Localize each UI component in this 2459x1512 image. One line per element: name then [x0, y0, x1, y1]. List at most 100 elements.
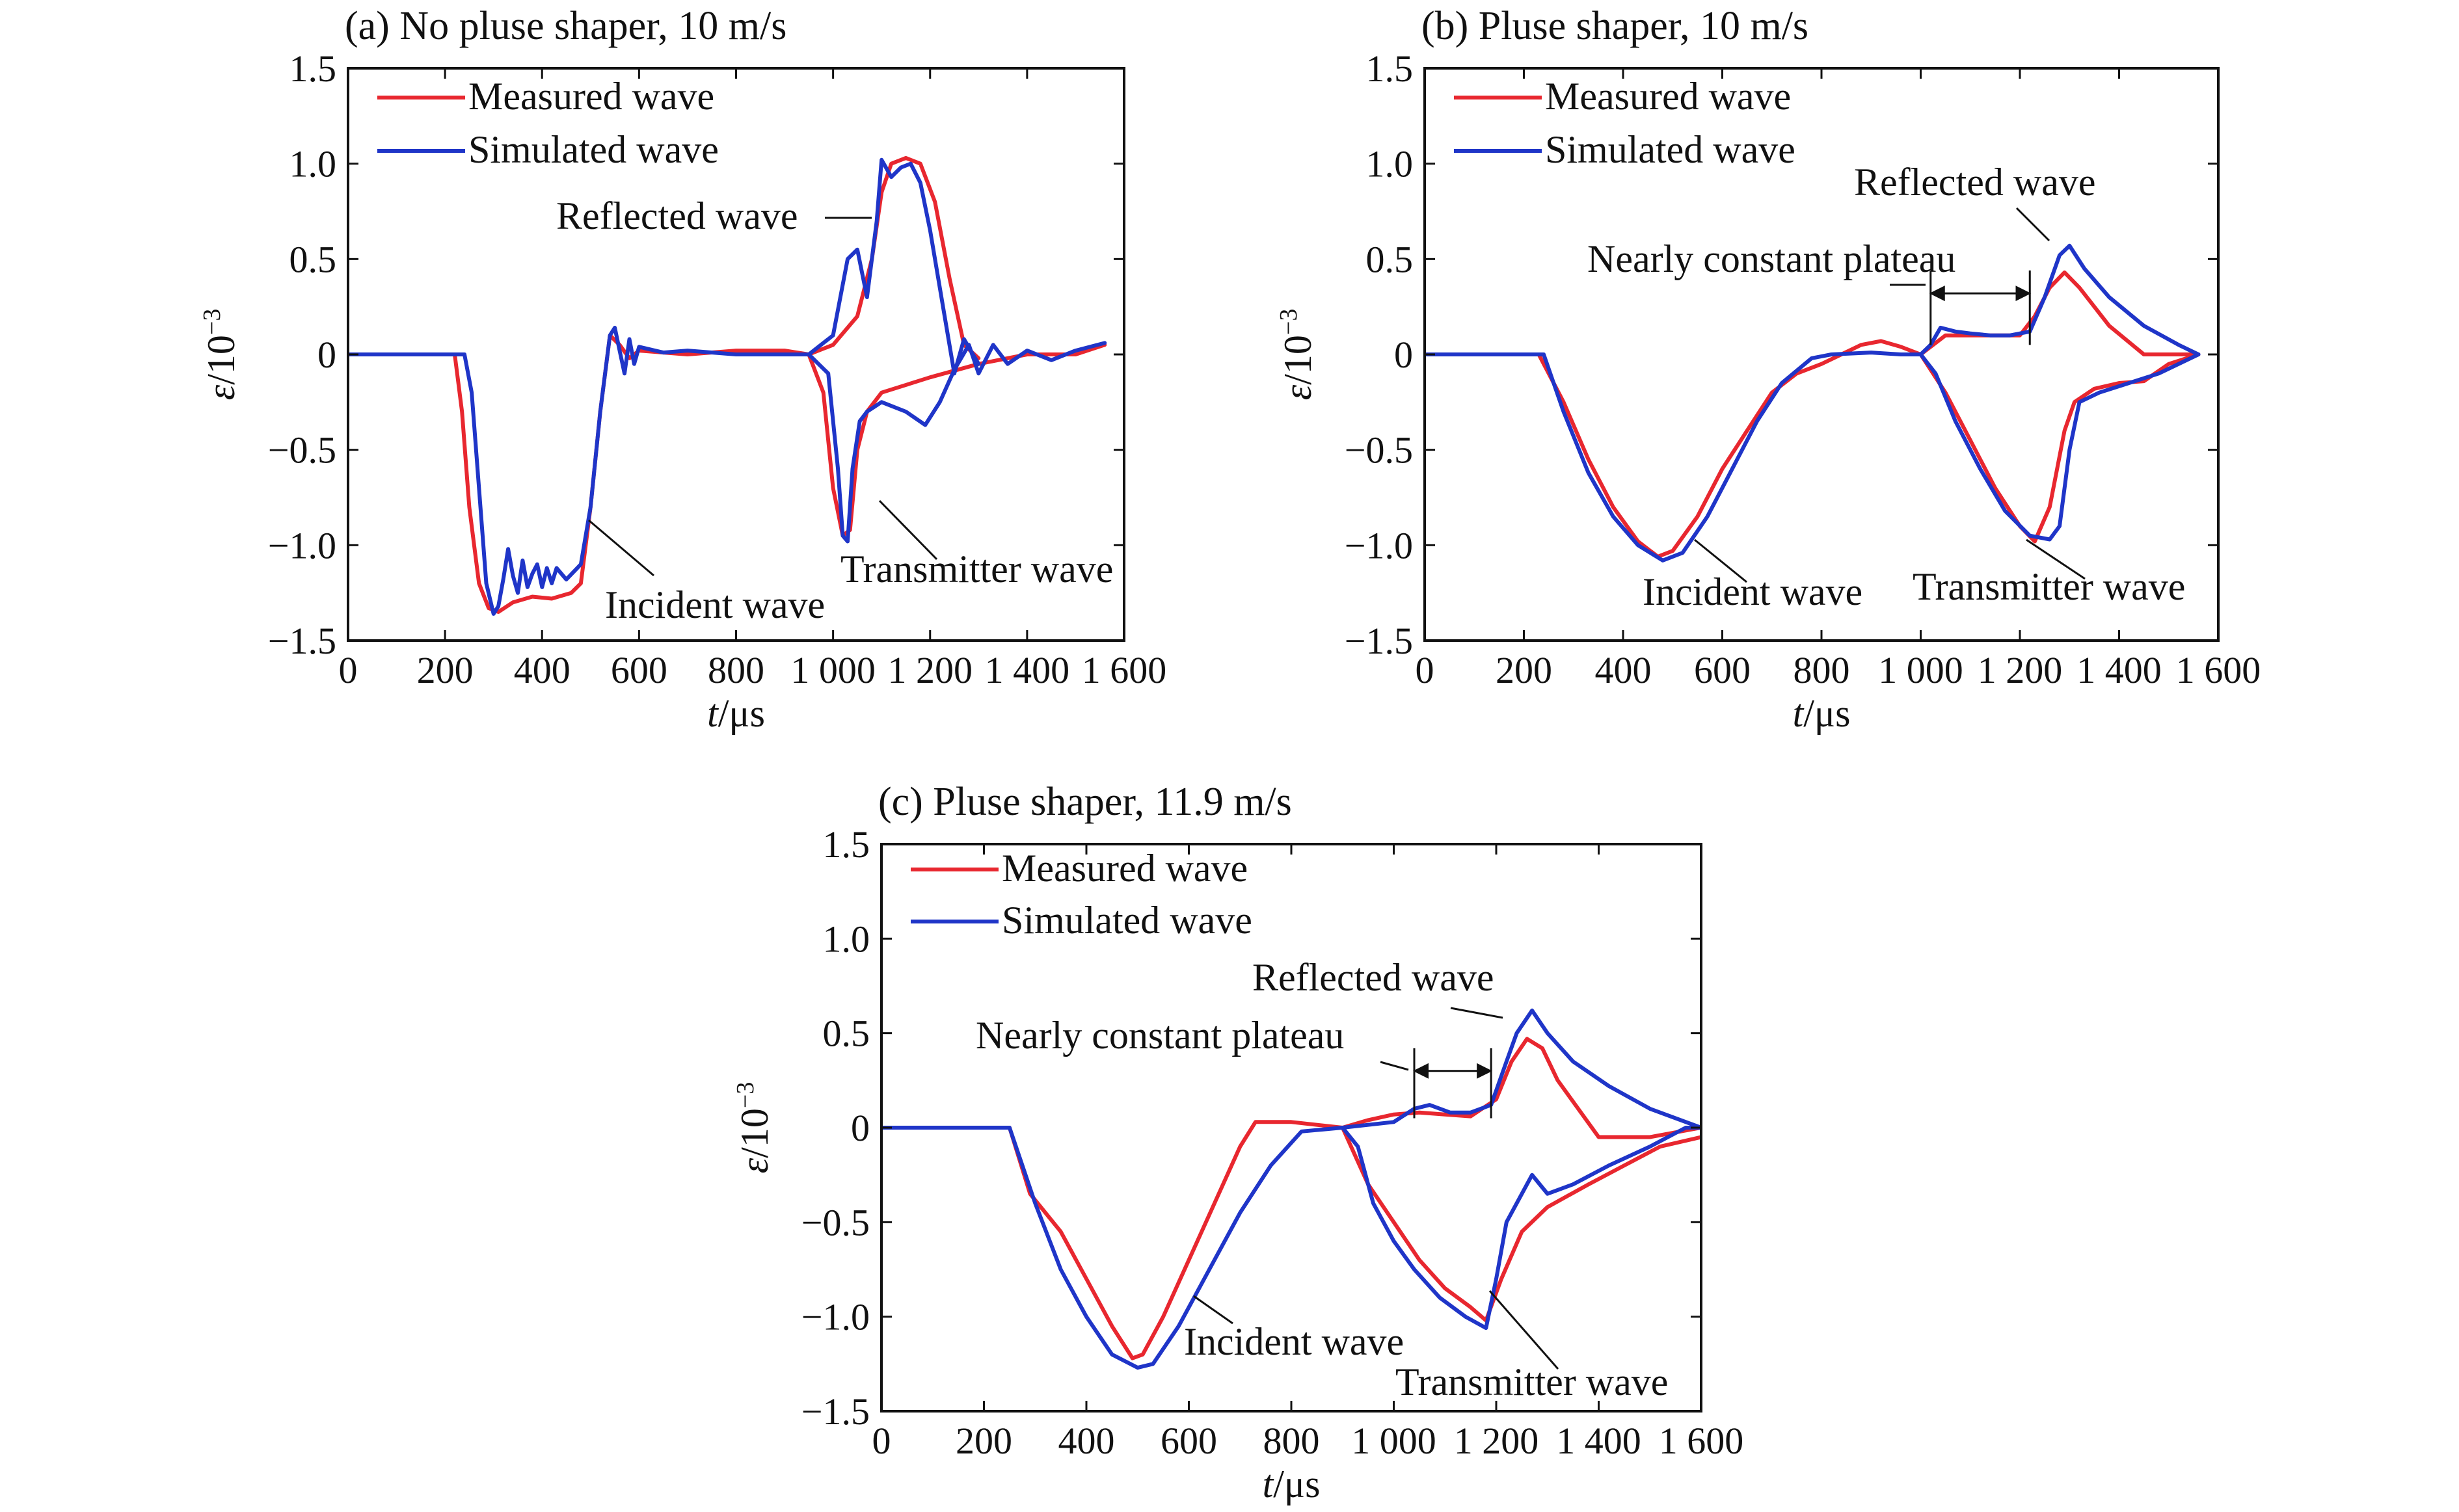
series-line-3 — [1340, 1008, 1701, 1130]
x-tick-label: 800 — [1794, 649, 1850, 691]
y-tick-label: 1.0 — [1366, 143, 1414, 185]
x-tick-label: 1 200 — [1454, 1420, 1539, 1462]
annotation: Nearly constant plateau — [1587, 237, 1955, 286]
x-tick-label: 400 — [1058, 1420, 1115, 1462]
series-line-2 — [1918, 352, 2201, 542]
annotation: Reflected wave — [1854, 161, 2095, 242]
x-axis-title: t/μs — [1793, 692, 1851, 735]
series-line-2 — [1340, 1126, 1701, 1331]
y-axis-title: ε/10−3 — [732, 1082, 776, 1174]
series-line-3 — [1340, 1037, 1701, 1139]
annotation-leader — [2026, 538, 2086, 580]
y-tick-label: −1.5 — [268, 620, 336, 662]
x-tick-label: 200 — [1496, 649, 1552, 691]
annotation-leader — [1450, 1007, 1503, 1019]
y-tick-label: 0.5 — [289, 238, 337, 280]
annotation-leader — [588, 519, 654, 577]
legend: Measured wave Simulated wave — [377, 75, 719, 171]
series-line-1 — [1425, 339, 1923, 559]
legend-label: Simulated wave — [468, 128, 719, 171]
annotation-leader — [878, 499, 938, 561]
panel-title: (c) Pluse shaper, 11.9 m/s — [878, 780, 1292, 824]
y-tick-label: 1.5 — [823, 823, 870, 866]
y-tick-label: −0.5 — [801, 1201, 870, 1243]
annotation-label: Incident wave — [1643, 570, 1862, 613]
chart-panel-1: (a) No pluse shaper, 10 m/s 0 200 400 600 800… — [198, 4, 1166, 735]
y-tick-label: −1.5 — [801, 1390, 870, 1433]
y-tick-label: −0.5 — [1345, 429, 1413, 471]
legend-label: Simulated wave — [1545, 128, 1795, 171]
x-axis-title: t/μs — [707, 692, 765, 735]
series-simulated — [881, 1008, 1701, 1370]
series-measured — [881, 1037, 1701, 1360]
y-tick-label: 0.5 — [1366, 238, 1414, 280]
panel-title: (b) Pluse shaper, 10 m/s — [1421, 4, 1808, 48]
x-tick-label: 1 400 — [2076, 649, 2162, 691]
annotation: Nearly constant plateau — [976, 1014, 1409, 1071]
y-tick-label: 0.5 — [823, 1013, 870, 1055]
x-tick-label: 600 — [1694, 649, 1751, 691]
x-tick-label: 1 400 — [985, 649, 1070, 691]
y-tick-label: −1.5 — [1345, 620, 1413, 662]
series-line-3 — [1918, 243, 2201, 356]
annotation: Incident wave — [1643, 538, 1862, 613]
annotation: Reflected wave — [556, 194, 872, 237]
x-tick-label: 600 — [611, 649, 667, 691]
x-tick-label: 1 600 — [1082, 649, 1167, 691]
annotation-label: Nearly constant plateau — [1587, 237, 1955, 280]
series-line-3 — [807, 157, 981, 376]
y-tick-label: 1.0 — [823, 918, 870, 960]
x-tick-label: 200 — [956, 1420, 1012, 1462]
series-line-1 — [348, 325, 811, 616]
annotation: Transmitter wave — [1395, 1290, 1668, 1403]
legend-label: Measured wave — [1002, 847, 1248, 890]
x-tick-label: 0 — [872, 1420, 891, 1462]
annotation-leader — [1193, 1295, 1233, 1325]
annotation-label: Reflected wave — [556, 194, 798, 237]
panel-title: (a) No pluse shaper, 10 m/s — [345, 4, 786, 48]
annotation: Incident wave — [1184, 1295, 1404, 1363]
y-tick-label: −0.5 — [268, 429, 336, 471]
series-line-3 — [1918, 270, 2201, 356]
annotation: Incident wave — [588, 519, 825, 626]
x-tick-label: 800 — [708, 649, 764, 691]
annotation-leader — [2015, 207, 2050, 242]
chart-panel-2: (b) Pluse shaper, 10 m/s 0 200 400 600 800 1 0… — [1275, 4, 2261, 735]
annotation-label: Nearly constant plateau — [976, 1014, 1344, 1057]
legend: Measured wave Simulated wave — [911, 847, 1252, 942]
series-line-1 — [1425, 351, 1923, 563]
annotation: Transmitter wave — [1913, 538, 2185, 608]
legend-label: Measured wave — [1545, 75, 1791, 118]
y-tick-label: −1.0 — [268, 524, 336, 566]
annotation-label: Reflected wave — [1854, 161, 2095, 204]
x-tick-label: 1 600 — [2176, 649, 2261, 691]
annotation-label: Incident wave — [605, 583, 825, 626]
annotation-leader — [1380, 1061, 1409, 1071]
x-tick-label: 800 — [1263, 1420, 1320, 1462]
chart-panel-3: (c) Pluse shaper, 11.9 m/s 0 200 400 600 800 1… — [732, 780, 1743, 1505]
series-line-2 — [1340, 1126, 1701, 1323]
y-tick-label: 1.5 — [1366, 47, 1414, 90]
series-measured — [1425, 270, 2201, 559]
x-tick-label: 400 — [514, 649, 571, 691]
series-line-1 — [881, 1120, 1345, 1360]
x-tick-label: 1 400 — [1556, 1420, 1641, 1462]
x-tick-label: 400 — [1595, 649, 1652, 691]
y-tick-label: 1.5 — [289, 47, 337, 90]
y-axis-title: ε/10−3 — [198, 309, 243, 401]
plateau-marker — [1929, 270, 2032, 345]
series-simulated — [1425, 243, 2201, 563]
annotation-label: Transmitter wave — [1913, 565, 2185, 608]
annotation-label: Transmitter wave — [1395, 1360, 1668, 1403]
series-line-3 — [807, 155, 981, 360]
y-tick-label: −1.0 — [801, 1296, 870, 1338]
x-axis-title: t/μs — [1263, 1463, 1321, 1505]
annotation-leader — [1488, 1290, 1559, 1370]
y-tick-label: 0 — [1394, 334, 1413, 376]
annotation-label: Transmitter wave — [840, 548, 1113, 590]
annotation-label: Reflected wave — [1252, 956, 1494, 999]
legend: Measured wave Simulated wave — [1454, 75, 1795, 171]
legend-label: Simulated wave — [1002, 899, 1252, 942]
series-line-1 — [881, 1126, 1345, 1370]
annotation: Transmitter wave — [840, 499, 1113, 590]
